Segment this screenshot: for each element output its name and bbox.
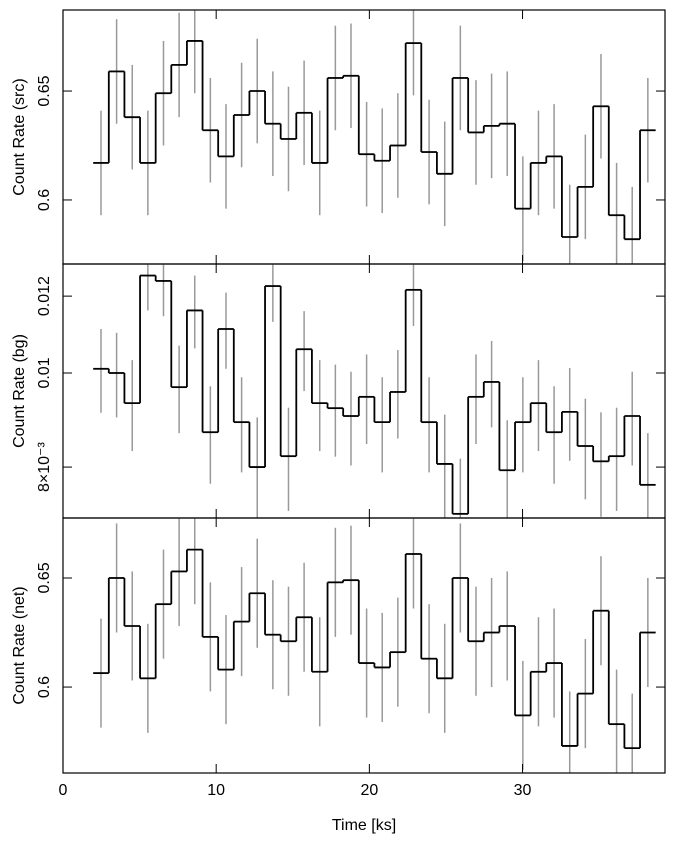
panel-frame bbox=[62, 9, 666, 265]
y-axis-label: Count Rate (bg) bbox=[11, 334, 28, 448]
y-tick-label: 0.6 bbox=[36, 676, 53, 698]
plot-area bbox=[93, 264, 656, 518]
x-tick-label: 0 bbox=[59, 782, 68, 799]
x-axis-label: Time [ks] bbox=[332, 817, 396, 834]
y-tick-label: 8×10⁻³ bbox=[36, 442, 53, 492]
x-tick-label: 30 bbox=[514, 782, 532, 799]
y-tick-label: 0.65 bbox=[36, 75, 53, 106]
y-tick-label: 0.6 bbox=[36, 189, 53, 211]
y-axis-label: Count Rate (net) bbox=[11, 586, 28, 704]
y-tick-label: 0.012 bbox=[36, 276, 53, 316]
y-tick-label: 0.01 bbox=[36, 357, 53, 388]
panel-frame bbox=[62, 263, 666, 519]
step-riser bbox=[107, 549, 641, 749]
step-riser bbox=[107, 275, 641, 514]
plot-area bbox=[93, 518, 656, 773]
y-axis-label: Count Rate (src) bbox=[11, 78, 28, 195]
step-riser bbox=[107, 40, 641, 240]
x-tick-label: 10 bbox=[207, 782, 225, 799]
y-tick-label: 0.65 bbox=[36, 562, 53, 593]
x-tick-label: 20 bbox=[360, 782, 378, 799]
plot-area bbox=[93, 10, 656, 264]
panel-frame bbox=[62, 517, 666, 774]
